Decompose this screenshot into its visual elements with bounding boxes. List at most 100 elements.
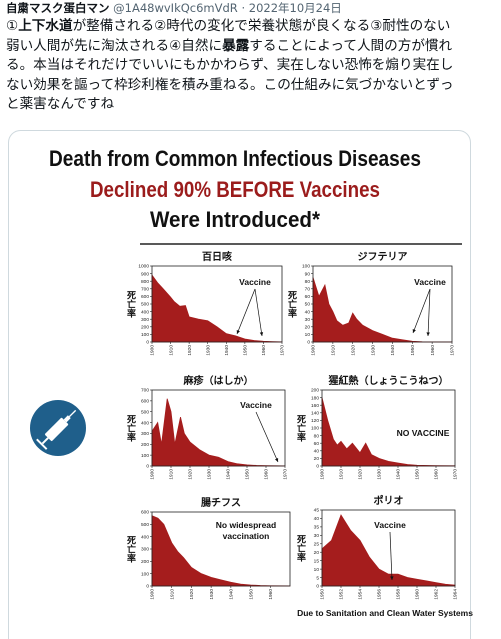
- y-tick-label: 20: [314, 550, 320, 556]
- y-tick-label: 60: [314, 441, 320, 447]
- arrow-head: [259, 332, 264, 336]
- annotation-arrow: [255, 411, 279, 463]
- y-tick-label: 70: [305, 287, 311, 293]
- bold-text: 暴露: [222, 37, 250, 54]
- x-tick-label: 1970: [453, 469, 459, 480]
- image-card[interactable]: [8, 130, 471, 639]
- image-footer: Due to Sanitation and Clean Water System…: [297, 608, 473, 618]
- y-tick-label: 300: [141, 431, 149, 437]
- chart-title: ジフテリア: [358, 251, 408, 263]
- x-tick-label: 1930: [370, 345, 376, 356]
- annotation-arrow: [236, 288, 256, 335]
- bold-text: 上下水道: [18, 18, 73, 34]
- y-axis-label: 死亡率: [286, 290, 298, 318]
- y-tick-label: 900: [141, 271, 149, 277]
- x-tick-label: 1920: [187, 345, 193, 356]
- y-tick-label: 800: [141, 279, 149, 285]
- annotation-arrow: [389, 531, 393, 581]
- x-tick-label: 1930: [205, 345, 211, 356]
- chart: ポリオ 0 5 10 15 20 25 30 35 40 45 1950 1952 1954 1956 195…: [295, 494, 459, 600]
- arrow-head: [412, 329, 416, 333]
- y-tick-label: 60: [305, 294, 311, 300]
- y-tick-label: 20: [314, 456, 320, 462]
- text-line: 弱い人間が先に淘汰される④自然に暴露することによって人間の方が慣れ: [6, 37, 454, 57]
- y-tick-label: 25: [314, 541, 320, 547]
- y-tick-label: 0: [316, 584, 319, 590]
- y-tick-label: 600: [141, 294, 149, 300]
- x-tick-label: 1950: [243, 345, 249, 356]
- area: [321, 397, 456, 467]
- y-tick-label: 500: [141, 522, 149, 528]
- x-tick-label: 1954: [358, 589, 364, 600]
- x-tick-label: 1960: [261, 345, 267, 356]
- text-line: ない効果を謳って枠珍利権を積み重ねる。この仕組みに気づかないとずっ: [6, 76, 454, 96]
- x-tick-label: 1920: [350, 345, 356, 356]
- area: [151, 273, 283, 343]
- y-tick-label: 200: [311, 388, 319, 394]
- y-tick-label: 0: [146, 340, 149, 346]
- y-tick-label: 0: [146, 584, 149, 590]
- x-tick-label: 1960: [264, 469, 270, 480]
- x-tick-label: 1930: [207, 469, 213, 480]
- y-tick-label: 0: [146, 464, 149, 470]
- chart: 麻疹（はしか） 0 100 200 300 400 500 600 700 1900 1910 192…: [125, 374, 289, 480]
- x-tick-label: 1940: [226, 469, 232, 480]
- annotation: No widespread: [216, 520, 276, 530]
- y-tick-label: 600: [141, 399, 149, 405]
- chart-title: 百日咳: [202, 250, 232, 263]
- y-tick-label: 40: [314, 449, 320, 455]
- y-tick-label: 20: [305, 325, 311, 331]
- text-line: る。本当はそれだけでいいにもかかわらず、実在しない恐怖を煽り実在し: [6, 56, 454, 76]
- text-line: と薬害なんですね: [6, 95, 454, 115]
- x-tick-label: 1950: [410, 345, 416, 356]
- text: が整備される②時代の変化で栄養状態が良くなる③耐性のない: [72, 18, 451, 34]
- chart-title: 麻疹（はしか）: [183, 374, 254, 387]
- x-tick-label: 1920: [189, 589, 195, 600]
- y-tick-label: 100: [311, 426, 319, 432]
- y-tick-label: 35: [314, 525, 320, 531]
- author-handle[interactable]: @1A48wvIkQc6mVdR: [113, 1, 238, 15]
- y-axis-label: 死亡率: [125, 290, 137, 318]
- y-tick-label: 300: [141, 317, 149, 323]
- text: 弱い人間が先に淘汰される④自然に: [6, 37, 223, 54]
- y-tick-label: 200: [141, 442, 149, 448]
- y-tick-label: 400: [141, 309, 149, 315]
- x-tick-label: 1910: [168, 345, 174, 356]
- x-tick-label: 1900: [311, 345, 317, 356]
- y-tick-label: 300: [141, 547, 149, 553]
- y-tick-label: 180: [311, 395, 319, 401]
- y-tick-label: 40: [314, 516, 320, 522]
- y-tick-label: 100: [141, 453, 149, 459]
- annotation: Vaccine: [374, 520, 406, 530]
- y-tick-label: 100: [141, 332, 149, 338]
- image-title: Death from Common Infectious Diseases: [49, 146, 421, 171]
- annotation-arrow: [427, 288, 431, 337]
- x-tick-label: 1950: [245, 469, 251, 480]
- tweet-date[interactable]: 2022年10月24日: [248, 1, 342, 15]
- x-tick-label: 1960: [415, 589, 421, 600]
- x-tick-label: 1900: [150, 345, 156, 356]
- x-tick-label: 1940: [390, 345, 396, 356]
- y-tick-label: 50: [305, 302, 311, 308]
- y-tick-label: 10: [305, 332, 311, 338]
- author-name[interactable]: 自粛マスク蛋白マン: [6, 1, 110, 15]
- x-tick-label: 1964: [453, 589, 459, 600]
- y-tick-label: 160: [311, 403, 319, 409]
- y-tick-label: 700: [141, 388, 149, 394]
- arrow-head: [426, 332, 430, 336]
- area: [321, 514, 456, 587]
- x-tick-label: 1952: [339, 589, 345, 600]
- x-tick-label: 1960: [430, 345, 436, 356]
- x-tick-label: 1900: [150, 589, 156, 600]
- x-tick-label: 1930: [209, 589, 215, 600]
- x-tick-label: 1910: [169, 469, 175, 480]
- x-tick-label: 1956: [377, 589, 383, 600]
- x-tick-label: 1910: [331, 345, 337, 356]
- x-tick-label: 1910: [339, 469, 345, 480]
- y-tick-label: 100: [141, 571, 149, 577]
